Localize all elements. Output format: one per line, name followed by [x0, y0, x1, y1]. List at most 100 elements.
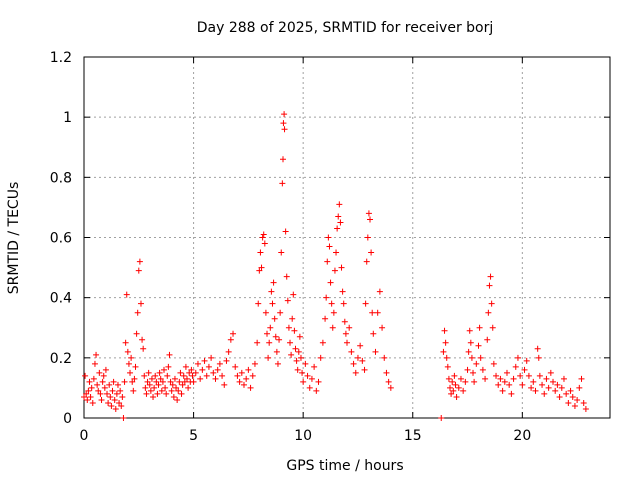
data-point	[157, 375, 164, 382]
data-point	[120, 415, 127, 421]
data-point	[159, 378, 166, 385]
data-point	[81, 393, 87, 400]
data-point	[333, 249, 340, 256]
data-point	[489, 324, 496, 331]
data-point	[296, 333, 303, 340]
data-point	[279, 180, 286, 187]
data-point	[468, 354, 475, 361]
data-point	[348, 348, 355, 355]
data-point	[190, 378, 197, 385]
data-point	[374, 309, 381, 316]
data-point	[438, 415, 445, 421]
data-point	[299, 369, 306, 376]
data-point	[357, 342, 364, 349]
data-point	[247, 384, 254, 391]
data-point	[99, 378, 106, 385]
data-point	[272, 333, 279, 340]
data-point	[442, 339, 449, 346]
data-point	[151, 384, 158, 391]
data-point	[254, 339, 261, 346]
data-point	[567, 387, 574, 394]
data-point	[304, 372, 311, 379]
data-point	[501, 378, 508, 385]
data-point	[552, 387, 559, 394]
data-point	[324, 258, 331, 265]
chart-title: Day 288 of 2025, SRMTID for receiver bor…	[197, 20, 494, 36]
data-point	[441, 327, 448, 334]
data-point	[464, 366, 471, 373]
data-point	[569, 393, 576, 400]
data-point	[271, 315, 278, 322]
x-axis-label: GPS time / hours	[286, 458, 403, 474]
data-point	[164, 372, 171, 379]
data-point	[335, 213, 342, 220]
data-point	[457, 375, 464, 382]
data-point	[369, 309, 376, 316]
y-tick-label: 1.2	[50, 50, 72, 66]
data-point	[84, 396, 91, 403]
data-point	[189, 372, 196, 379]
data-point	[571, 402, 578, 409]
data-point	[140, 345, 147, 352]
data-point	[350, 360, 357, 367]
data-point	[117, 387, 124, 394]
data-point	[145, 369, 152, 376]
data-point	[550, 378, 557, 385]
data-point	[155, 381, 162, 388]
data-point	[503, 369, 510, 376]
data-point	[197, 375, 204, 382]
data-point	[287, 339, 294, 346]
data-point	[528, 384, 535, 391]
data-point	[449, 378, 456, 385]
data-point	[225, 348, 232, 355]
data-point	[123, 291, 130, 298]
data-point	[165, 363, 172, 370]
data-point	[119, 393, 126, 400]
data-point	[188, 366, 195, 373]
data-point	[166, 351, 173, 358]
data-point	[488, 300, 495, 307]
data-point	[141, 372, 148, 379]
data-point	[262, 309, 269, 316]
data-point	[227, 336, 234, 343]
data-point	[176, 378, 183, 385]
data-point	[147, 387, 154, 394]
data-point	[182, 363, 189, 370]
data-point	[179, 381, 186, 388]
data-point	[144, 378, 151, 385]
grid-layer	[84, 57, 610, 418]
data-point	[223, 357, 230, 364]
data-point	[180, 372, 187, 379]
data-point	[277, 309, 284, 316]
data-point	[499, 387, 506, 394]
data-point	[269, 300, 276, 307]
data-point	[181, 378, 188, 385]
data-point	[194, 360, 201, 367]
data-point	[554, 381, 561, 388]
data-point	[453, 393, 460, 400]
data-point	[106, 381, 113, 388]
data-point	[470, 369, 477, 376]
data-point	[448, 390, 455, 397]
data-point	[512, 363, 519, 370]
data-point	[447, 384, 454, 391]
data-point	[101, 384, 108, 391]
y-axis-label: SRMTID / TECUs	[6, 182, 22, 295]
data-point	[96, 369, 103, 376]
data-point	[558, 384, 565, 391]
data-point	[485, 309, 492, 316]
data-point	[327, 279, 334, 286]
data-point	[535, 354, 542, 361]
data-point	[214, 366, 221, 373]
data-point	[545, 384, 552, 391]
data-point	[365, 210, 372, 217]
data-point	[466, 327, 473, 334]
data-point	[201, 357, 208, 364]
data-point	[129, 378, 136, 385]
data-point	[216, 360, 223, 367]
data-point	[338, 264, 345, 271]
data-point	[297, 354, 304, 361]
data-point	[530, 378, 537, 385]
data-point	[315, 378, 322, 385]
data-point	[582, 405, 589, 412]
